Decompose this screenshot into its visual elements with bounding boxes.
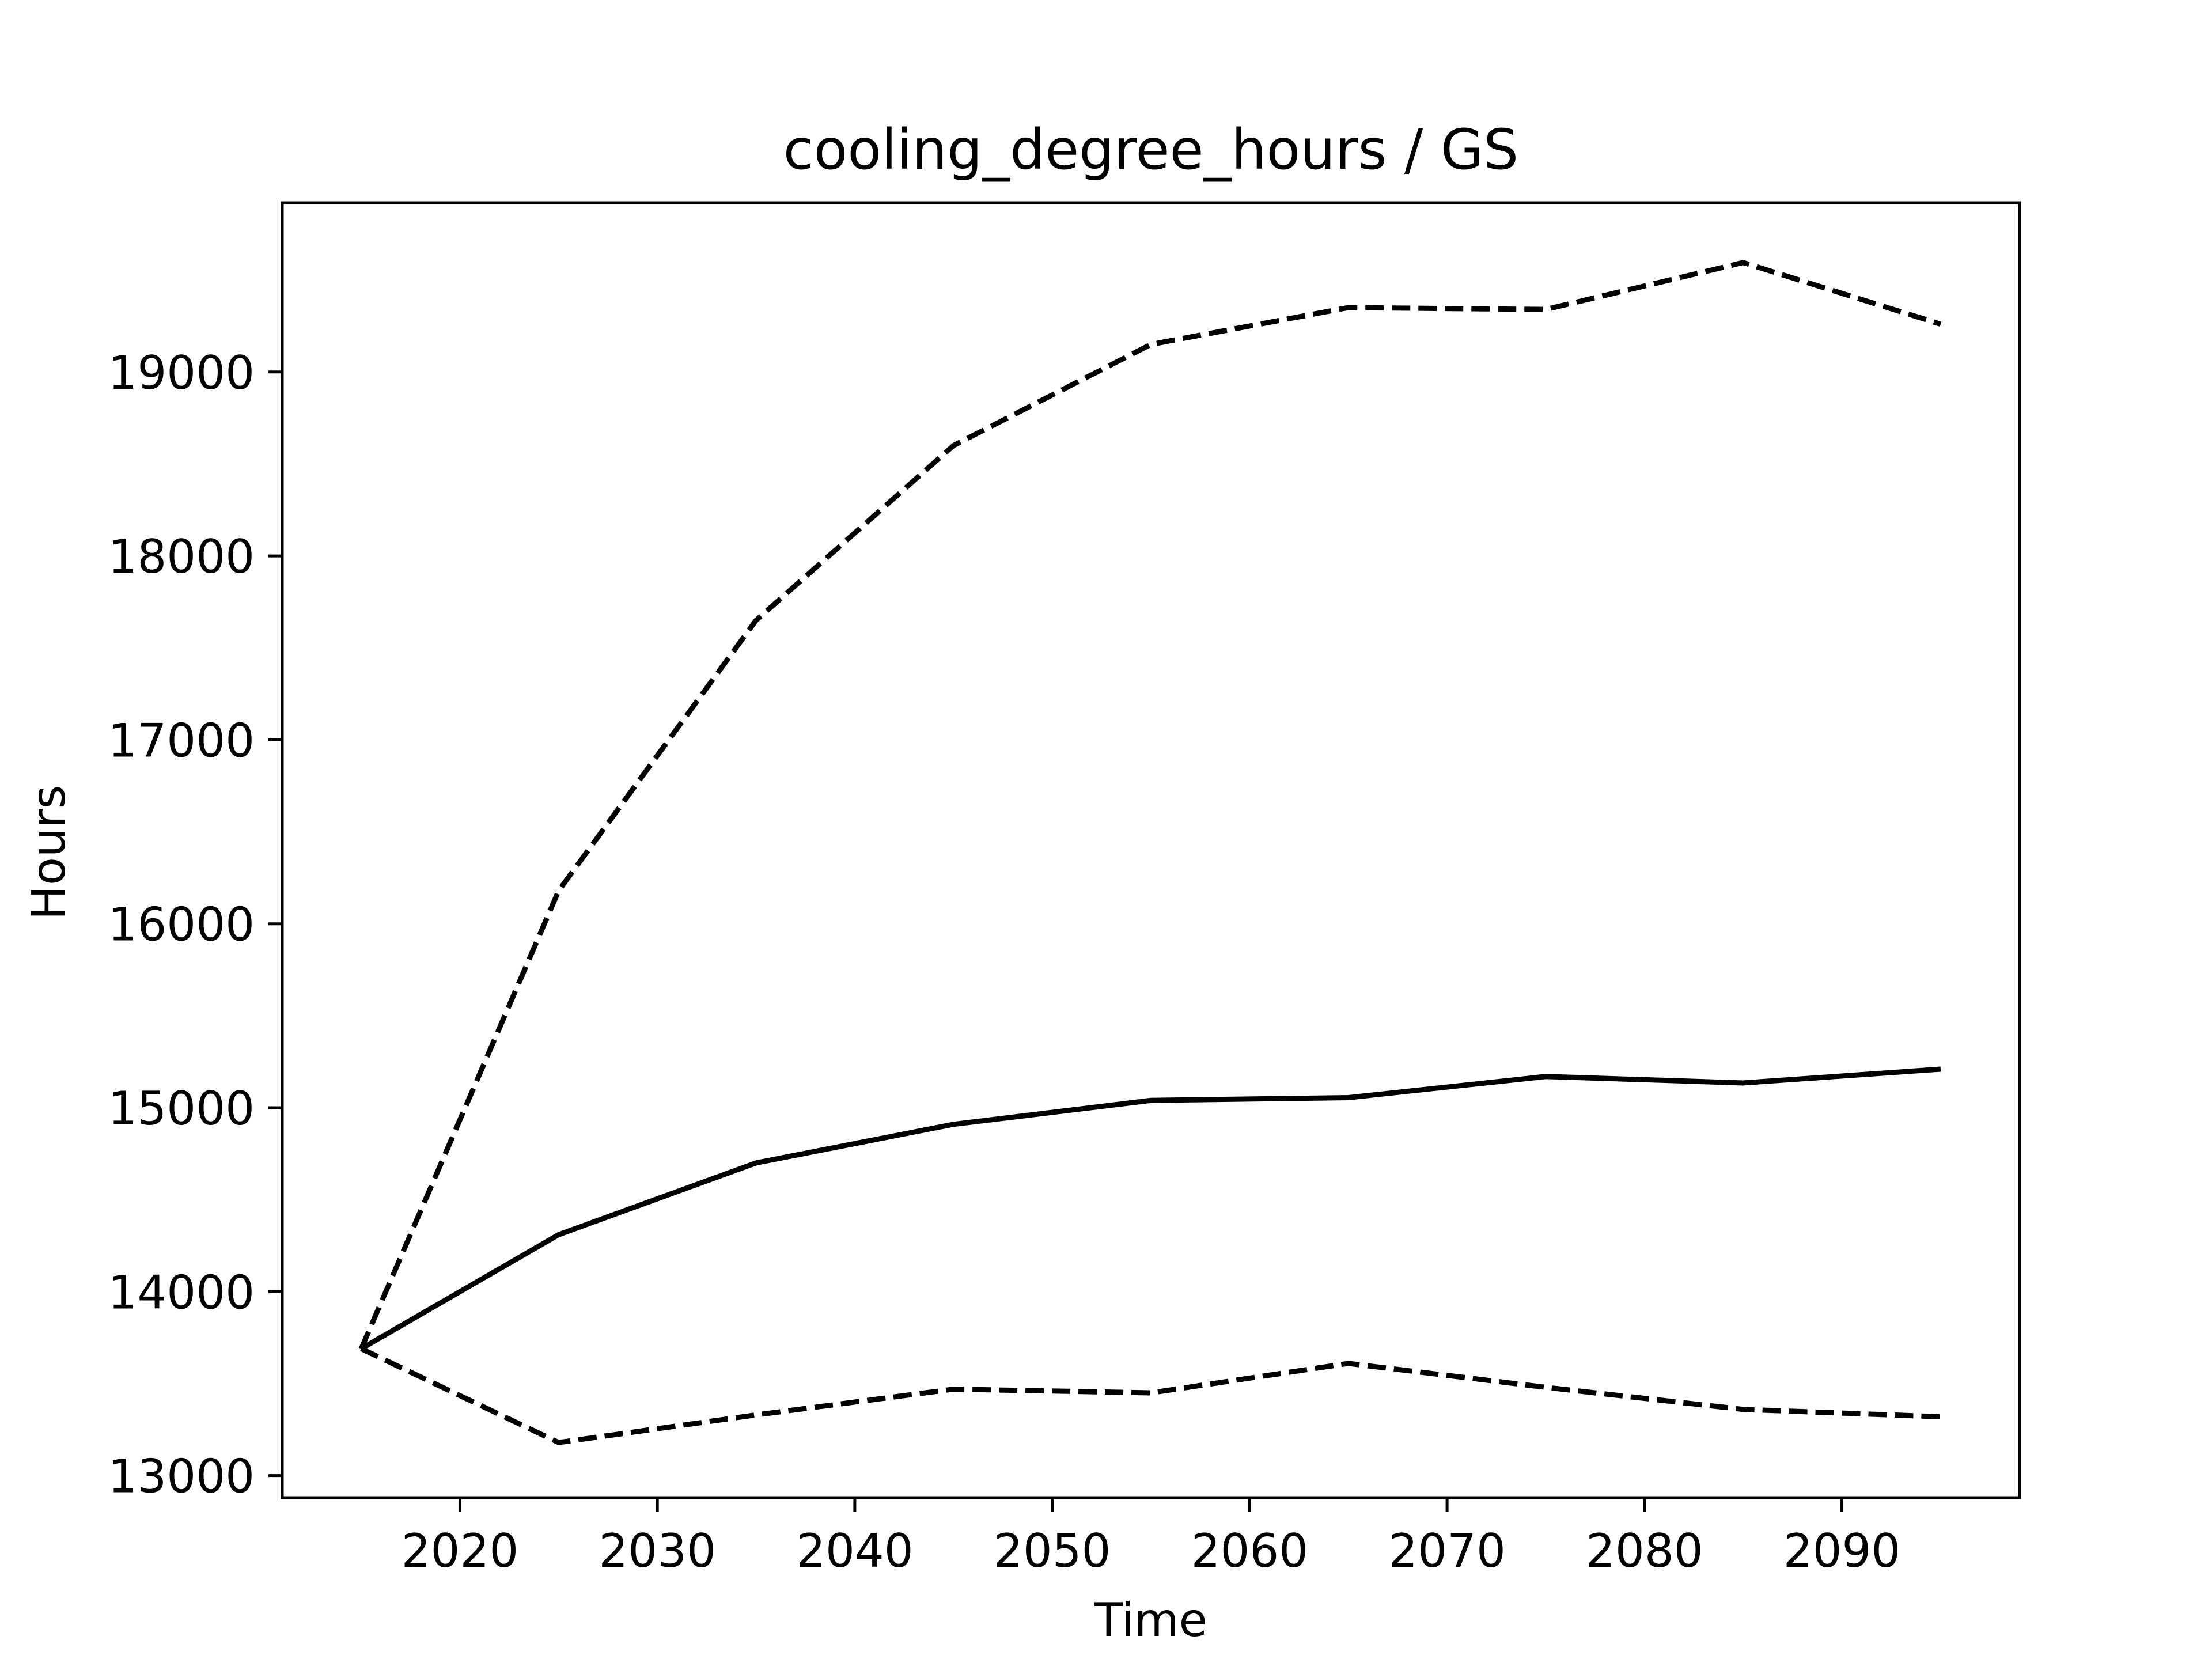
x-tick-label: 2090	[1783, 1524, 1901, 1578]
y-tick-label: 16000	[108, 898, 255, 952]
plot-lines	[358, 260, 1942, 1445]
y-axis-ticks: 13000 14000 15000 16000 17000 18000 19000	[108, 346, 282, 1503]
x-tick-label: 2080	[1586, 1524, 1703, 1578]
y-tick-label: 13000	[108, 1450, 255, 1503]
plot-frame	[281, 201, 2021, 1499]
series-line-1	[359, 1066, 1941, 1351]
y-tick-label: 19000	[108, 346, 255, 400]
x-tick-label: 2040	[796, 1524, 914, 1578]
y-axis-label: Hours	[22, 785, 75, 920]
x-tick-label: 2030	[599, 1524, 716, 1578]
x-tick-label: 2020	[402, 1524, 519, 1578]
y-tick-label: 15000	[108, 1082, 255, 1135]
y-tick-label: 18000	[108, 530, 255, 584]
x-tick-label: 2050	[994, 1524, 1111, 1578]
y-tick-label: 14000	[108, 1266, 255, 1319]
series-line-2	[358, 260, 1942, 1350]
x-axis-label: Time	[1094, 1593, 1207, 1647]
x-tick-label: 2070	[1388, 1524, 1506, 1578]
chart-title: cooling_degree_hours / GS	[783, 118, 1518, 182]
x-axis-ticks: 2020 2030 2040 2050 2060 2070 2080 2090	[402, 1498, 1901, 1578]
y-tick-label: 17000	[108, 714, 255, 767]
x-tick-label: 2060	[1191, 1524, 1309, 1578]
